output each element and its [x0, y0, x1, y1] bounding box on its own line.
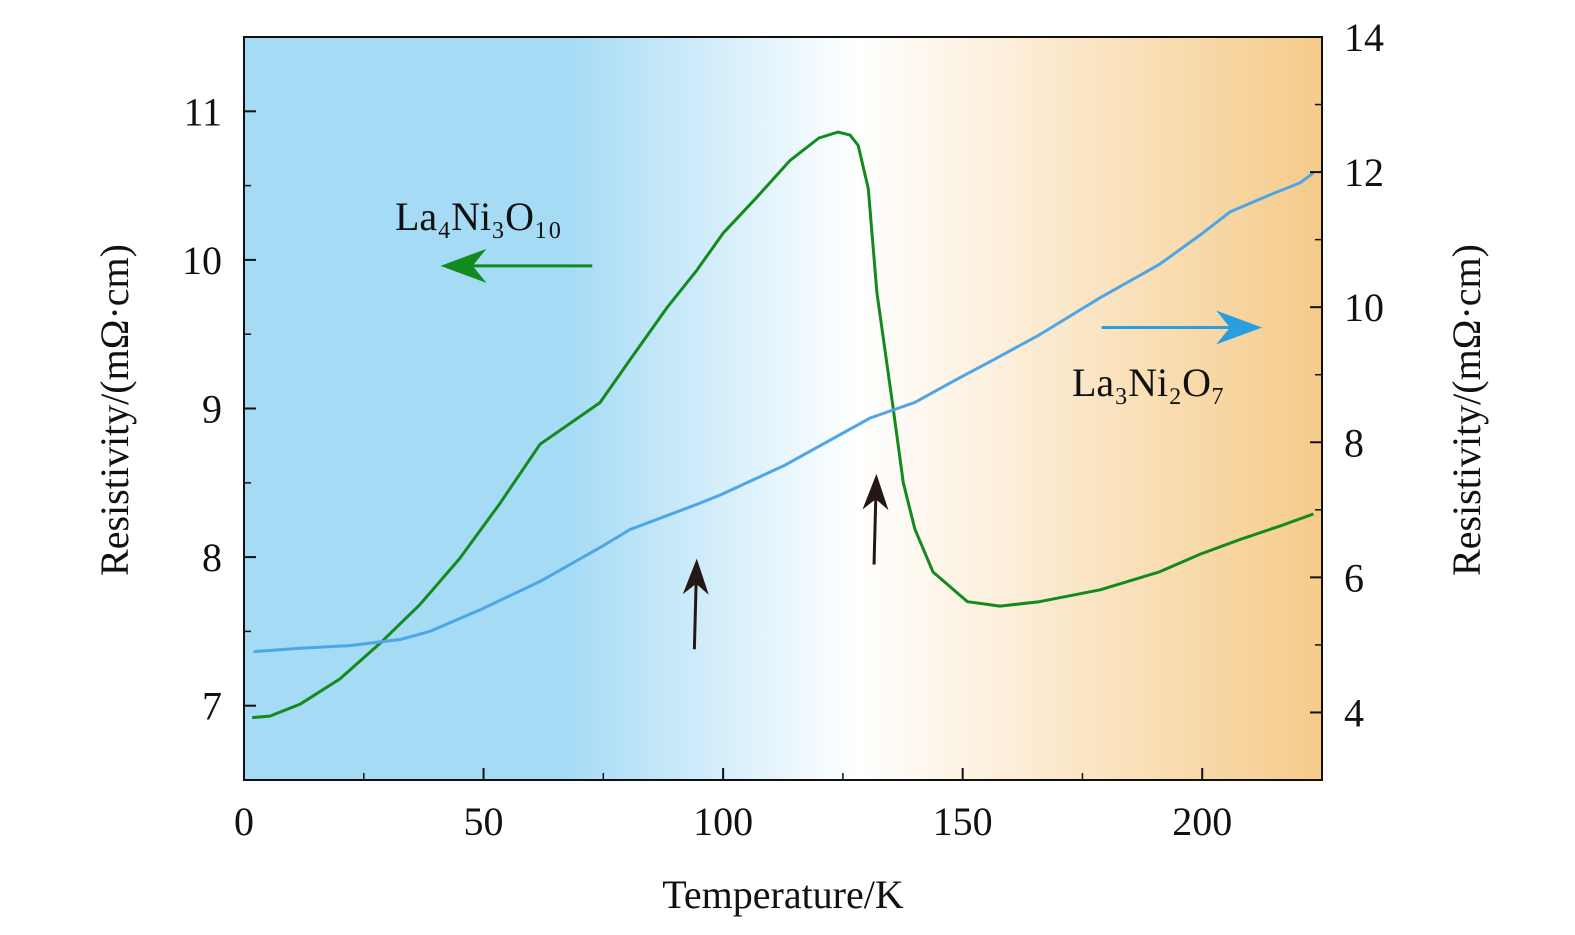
x-tick-label: 50 — [464, 799, 504, 844]
arrow-shaft — [872, 499, 878, 565]
transition-arrow — [682, 558, 709, 650]
arrow-head-icon — [682, 558, 709, 595]
arrow-shaft — [692, 583, 698, 650]
x-tick-label: 200 — [1172, 799, 1232, 844]
y-right-tick-label: 10 — [1344, 285, 1384, 330]
transition-arrow — [862, 473, 889, 565]
y-left-tick-label: 9 — [202, 387, 222, 432]
y-left-tick-label: 11 — [183, 89, 222, 134]
y-left-tick-label: 10 — [182, 238, 222, 283]
x-tick-label: 150 — [933, 799, 993, 844]
series-line-la4ni3o10 — [251, 130, 1314, 720]
arrow-head-icon — [862, 473, 889, 511]
y-right-tick-label: 12 — [1344, 150, 1384, 195]
arrow-head-icon — [1216, 310, 1263, 345]
y-right-tick-label: 4 — [1344, 690, 1364, 735]
x-axis-label: Temperature/K — [662, 872, 904, 917]
series-label-la4ni3o10: La₄Ni₃O₁₀ — [395, 194, 562, 239]
y-right-tick-label: 6 — [1344, 555, 1364, 600]
y-left-tick-label: 8 — [202, 535, 222, 580]
series-line-la3ni2o7 — [253, 171, 1315, 654]
x-tick-label: 100 — [693, 799, 753, 844]
y-left-tick-label: 7 — [202, 684, 222, 729]
plot-background — [244, 37, 1322, 780]
y-right-tick-label: 8 — [1344, 420, 1364, 465]
series-label-la3ni2o7: La₃Ni₂O₇ — [1072, 360, 1225, 405]
arrow-head-icon — [440, 248, 487, 283]
y-axis-right-label: Resistivity/(mΩ·cm) — [1444, 244, 1489, 576]
y-right-tick-label: 14 — [1344, 15, 1384, 60]
legend-arrow — [1101, 310, 1263, 345]
x-tick-label: 0 — [234, 799, 254, 844]
legend-arrow — [440, 248, 593, 283]
y-axis-left-label: Resistivity/(mΩ·cm) — [92, 244, 137, 576]
